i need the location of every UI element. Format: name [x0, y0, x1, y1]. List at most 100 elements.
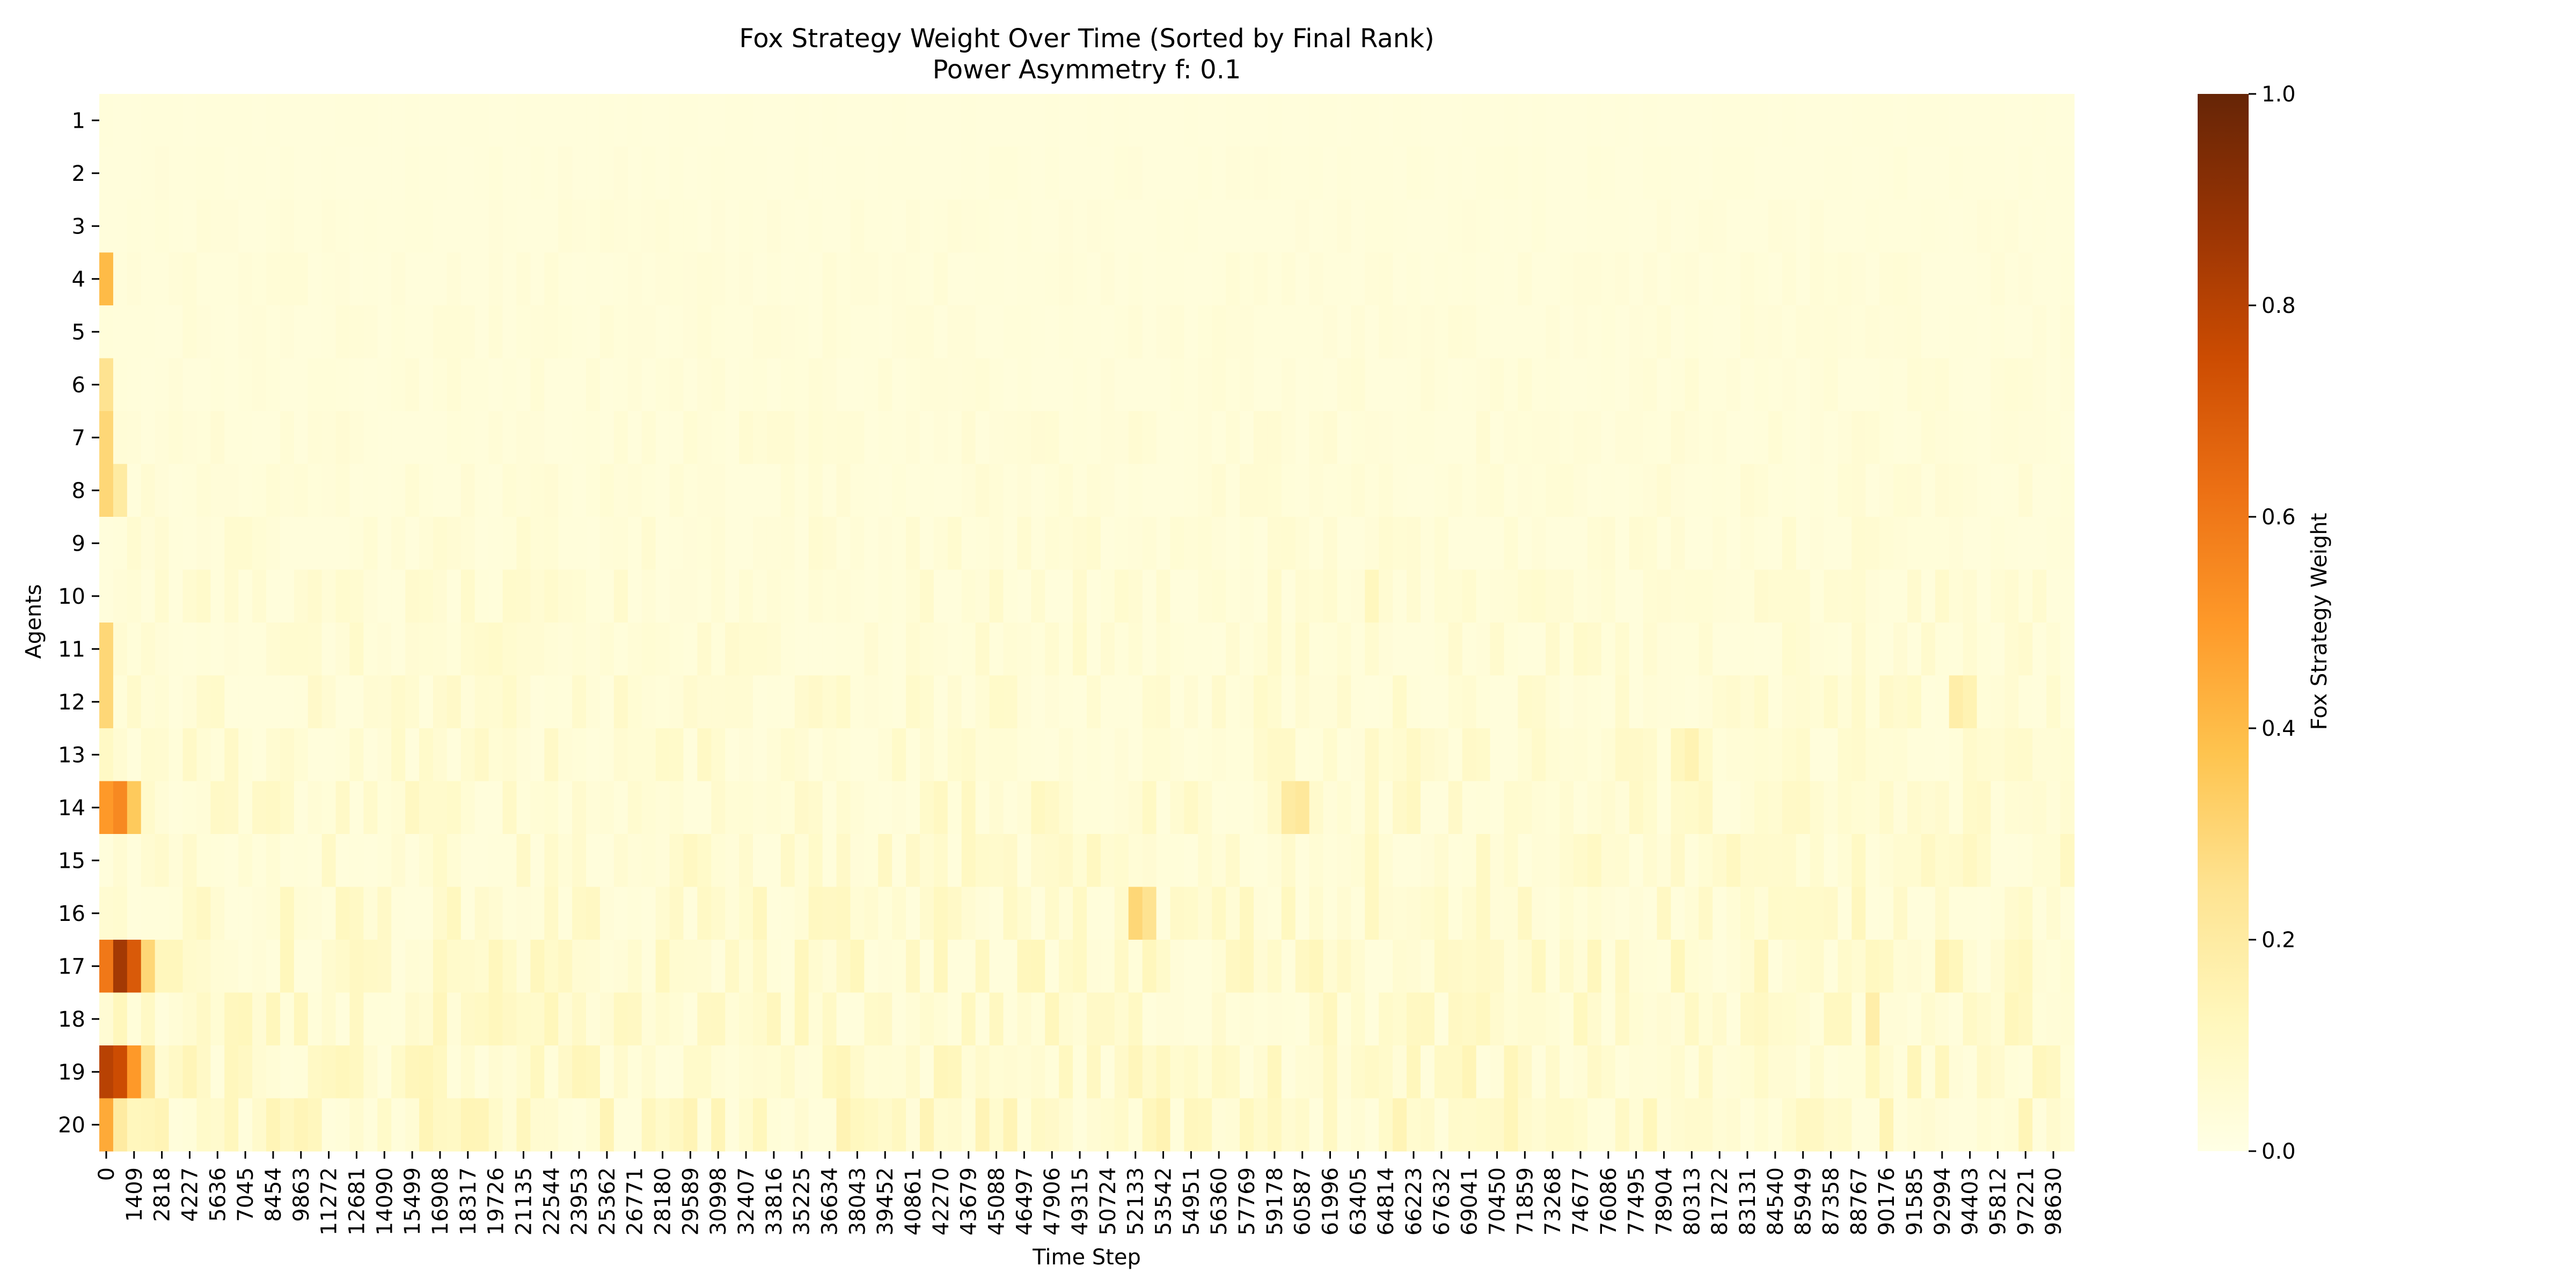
- heatmap-cell: [1365, 200, 1379, 253]
- heatmap-cell: [1184, 200, 1198, 253]
- heatmap-cell: [1921, 1098, 1936, 1152]
- heatmap-cell: [1935, 992, 1950, 1046]
- heatmap-cell: [836, 1045, 851, 1099]
- heatmap-cell: [822, 517, 837, 570]
- heatmap-cell: [1198, 781, 1212, 835]
- heatmap-cell: [1518, 358, 1532, 412]
- heatmap-cell: [1504, 728, 1518, 782]
- y-tick-label: 16: [58, 902, 85, 926]
- heatmap-cell: [1212, 940, 1226, 993]
- heatmap-cell: [1295, 517, 1310, 570]
- heatmap-cell: [210, 728, 225, 782]
- heatmap-cell: [1963, 623, 1978, 676]
- heatmap-cell: [1838, 252, 1852, 306]
- heatmap-cell: [1879, 834, 1894, 888]
- heatmap-cell: [1434, 781, 1449, 835]
- heatmap-cell: [1448, 1045, 1463, 1099]
- heatmap-cell: [794, 992, 809, 1046]
- heatmap-cell: [1615, 1098, 1630, 1152]
- heatmap-cell: [460, 834, 475, 888]
- heatmap-cell: [947, 94, 962, 148]
- heatmap-cell: [530, 464, 545, 517]
- heatmap-cell: [655, 728, 670, 782]
- heatmap-cell: [1031, 781, 1045, 835]
- heatmap-cell: [1574, 675, 1588, 729]
- heatmap-cell: [1657, 623, 1672, 676]
- heatmap-cell: [1017, 94, 1031, 148]
- heatmap-cell: [933, 781, 948, 835]
- heatmap-cell: [155, 411, 170, 465]
- heatmap-cell: [780, 517, 795, 570]
- heatmap-cell: [572, 252, 587, 306]
- heatmap-cell: [280, 675, 295, 729]
- heatmap-cell: [669, 834, 684, 888]
- heatmap-cell: [1935, 517, 1950, 570]
- heatmap-cell: [1100, 940, 1115, 993]
- heatmap-cell: [127, 358, 142, 412]
- heatmap-cell: [1240, 569, 1254, 623]
- heatmap-cell: [1907, 834, 1922, 888]
- heatmap-cell: [1351, 1098, 1365, 1152]
- heatmap-cell: [1448, 358, 1463, 412]
- heatmap-cell: [1726, 305, 1741, 359]
- x-tick-label: 66223: [1402, 1167, 1426, 1235]
- heatmap-cell: [586, 992, 601, 1046]
- heatmap-cell: [2018, 1098, 2033, 1152]
- heatmap-cell: [1629, 887, 1644, 940]
- heatmap-cell: [113, 94, 128, 148]
- heatmap-cell: [1865, 781, 1880, 835]
- heatmap-cell: [516, 411, 531, 465]
- heatmap-cell: [1782, 464, 1797, 517]
- heatmap-cell: [1699, 464, 1713, 517]
- heatmap-cell: [1782, 728, 1797, 782]
- heatmap-cell: [1170, 728, 1185, 782]
- heatmap-cell: [1740, 834, 1755, 888]
- heatmap-cell: [474, 675, 489, 729]
- heatmap-cell: [238, 569, 253, 623]
- heatmap-cell: [1407, 305, 1421, 359]
- heatmap-cell: [989, 200, 1004, 253]
- heatmap-cell: [1671, 834, 1685, 888]
- heatmap-cell: [572, 728, 587, 782]
- heatmap-cell: [1879, 675, 1894, 729]
- heatmap-cell: [989, 358, 1004, 412]
- heatmap-cell: [1281, 887, 1296, 940]
- heatmap-cell: [1990, 887, 2006, 940]
- x-tick-label: 4227: [178, 1167, 203, 1222]
- heatmap-cell: [2018, 992, 2033, 1046]
- heatmap-cell: [1240, 200, 1254, 253]
- heatmap-cell: [1100, 147, 1115, 200]
- heatmap-cell: [753, 887, 767, 940]
- heatmap-cell: [266, 569, 281, 623]
- heatmap-cell: [1893, 464, 1908, 517]
- heatmap-cell: [1796, 834, 1811, 888]
- heatmap-cell: [210, 517, 225, 570]
- heatmap-cell: [460, 200, 475, 253]
- heatmap-cell: [697, 358, 712, 412]
- heatmap-cell: [1309, 623, 1324, 676]
- heatmap-cell: [975, 623, 990, 676]
- heatmap-cell: [1267, 834, 1282, 888]
- heatmap-cell: [377, 252, 392, 306]
- heatmap-cell: [433, 147, 448, 200]
- heatmap-cell: [1379, 464, 1393, 517]
- heatmap-cell: [419, 992, 434, 1046]
- heatmap-cell: [711, 94, 726, 148]
- heatmap-cell: [1462, 992, 1477, 1046]
- heatmap-cell: [1393, 887, 1407, 940]
- heatmap-cell: [516, 940, 531, 993]
- heatmap-cell: [1796, 517, 1811, 570]
- heatmap-cell: [308, 305, 323, 359]
- heatmap-cell: [419, 1045, 434, 1099]
- heatmap-cell: [252, 411, 267, 465]
- heatmap-cell: [1671, 1045, 1685, 1099]
- heatmap-cell: [1295, 728, 1310, 782]
- heatmap-cell: [1921, 675, 1936, 729]
- x-tick-label: 83131: [1736, 1167, 1760, 1235]
- heatmap-cell: [961, 675, 976, 729]
- heatmap-cell: [989, 411, 1004, 465]
- heatmap-cell: [683, 992, 698, 1046]
- heatmap-cell: [2032, 781, 2047, 835]
- heatmap-cell: [1337, 464, 1351, 517]
- heatmap-cell: [1879, 569, 1894, 623]
